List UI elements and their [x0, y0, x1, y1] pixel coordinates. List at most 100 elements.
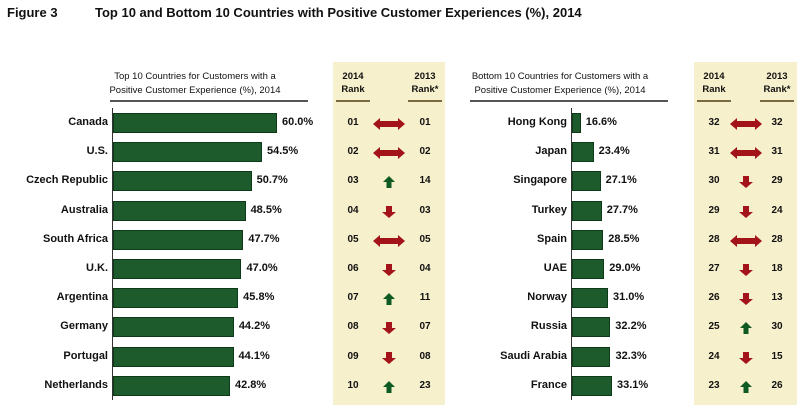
up-arrow-icon: [739, 321, 752, 339]
rank-2014: 10: [347, 379, 359, 391]
rank-2013: 24: [771, 204, 783, 216]
up-arrow-icon: [383, 292, 395, 310]
value-label: 27.7%: [606, 203, 638, 216]
value-label: 42.8%: [234, 378, 267, 391]
down-arrow-icon: [738, 351, 753, 369]
bar: [572, 229, 604, 250]
rank-2014: 04: [347, 204, 359, 216]
subtitle-rule: [110, 100, 308, 102]
rank-2014: 28: [708, 233, 720, 245]
value-label: 54.5%: [266, 145, 299, 158]
category-label: South Africa: [43, 232, 108, 245]
rank-2013-header-line: Rank*: [763, 84, 791, 95]
value-label: 47.0%: [246, 262, 278, 274]
bar: [572, 171, 601, 192]
value-label: 60.0%: [282, 116, 314, 128]
value-label: 23.4%: [598, 145, 630, 158]
rank-2014: 30: [708, 175, 720, 187]
rank-2013: 05: [419, 233, 431, 245]
rank-2014: 32: [708, 117, 720, 128]
down-arrow-icon: [738, 263, 753, 281]
rank-2013: 30: [771, 321, 783, 333]
bar: [572, 259, 605, 279]
bar: [113, 229, 244, 250]
category-label: U.K.: [86, 262, 108, 274]
rank-2013: 28: [771, 233, 783, 245]
value-label: 45.8%: [243, 291, 275, 304]
no-change-arrow-icon: [373, 117, 405, 135]
rank-header-rule: [697, 100, 731, 102]
rank-2014: 26: [708, 292, 720, 304]
category-label: Saudi Arabia: [500, 349, 567, 362]
category-label: Singapore: [513, 174, 567, 187]
value-label: 47.7%: [248, 232, 280, 245]
rank-2013: 08: [419, 350, 431, 362]
bar: [572, 142, 594, 163]
rank-2013: 07: [419, 321, 431, 333]
rank-2013: 14: [419, 175, 431, 187]
rank-2013: 26: [771, 379, 783, 391]
category-label: Portugal: [63, 349, 108, 362]
bar: [113, 375, 230, 396]
no-change-arrow-icon: [373, 146, 405, 164]
bar: [572, 346, 611, 367]
down-arrow-icon: [382, 205, 396, 223]
rank-2014-header-line: 2014: [703, 71, 725, 82]
rank-panel: [694, 62, 797, 405]
rank-2013: 18: [771, 263, 783, 274]
rank-2014: 31: [708, 146, 720, 158]
bar: [572, 317, 611, 338]
rank-2014-header-line: Rank: [702, 84, 726, 95]
rank-2014: 24: [708, 350, 720, 362]
rank-2014: 08: [347, 321, 359, 333]
subtitle-rule: [470, 100, 668, 102]
value-label: 44.1%: [238, 349, 270, 362]
bar: [572, 375, 612, 396]
value-label: 29.0%: [609, 262, 641, 274]
category-label: Argentina: [56, 291, 108, 304]
rank-2014: 02: [347, 146, 359, 158]
bar: [113, 346, 234, 367]
rank-2014: 03: [347, 175, 359, 187]
rank-2014: 05: [347, 233, 359, 245]
value-label: 28.5%: [608, 232, 640, 245]
category-label: Spain: [537, 232, 567, 245]
rank-header-rule: [408, 100, 442, 102]
bar: [113, 113, 277, 133]
no-change-arrow-icon: [729, 117, 762, 135]
rank-2013: 02: [419, 146, 431, 158]
bar: [113, 171, 252, 192]
up-arrow-icon: [383, 175, 395, 193]
bar: [113, 142, 262, 163]
rank-2014: 07: [347, 292, 359, 304]
chart-subtitle-line: Bottom 10 Countries for Customers with a: [471, 71, 649, 82]
rank-2013: 01: [419, 117, 431, 128]
chart-subtitle-line: Positive Customer Experience (%), 2014: [474, 85, 646, 96]
rank-2014-header-line: Rank: [341, 84, 365, 95]
category-label: Norway: [527, 291, 567, 304]
rank-2013: 15: [771, 350, 783, 362]
down-arrow-icon: [738, 175, 753, 193]
category-label: Canada: [68, 116, 108, 128]
rank-2013: 04: [419, 263, 431, 274]
category-label: Netherlands: [44, 378, 108, 391]
no-change-arrow-icon: [373, 234, 405, 252]
rank-2013: 32: [771, 117, 783, 128]
rank-2014: 27: [708, 263, 720, 274]
value-label: 31.0%: [613, 291, 645, 304]
rank-2013: 29: [771, 175, 783, 187]
rank-header-rule: [760, 100, 794, 102]
category-label: Russia: [530, 320, 567, 333]
category-label: U.S.: [86, 145, 108, 158]
value-label: 27.1%: [605, 174, 637, 187]
rank-2013-header-line: 2013: [414, 71, 436, 82]
y-axis: [571, 108, 572, 400]
value-label: 16.6%: [585, 116, 617, 128]
up-arrow-icon: [739, 380, 752, 398]
down-arrow-icon: [382, 351, 396, 369]
rank-panel: [333, 62, 445, 405]
down-arrow-icon: [738, 292, 753, 310]
value-label: 44.2%: [238, 320, 271, 333]
down-arrow-icon: [382, 263, 396, 281]
value-label: 48.5%: [250, 203, 282, 216]
